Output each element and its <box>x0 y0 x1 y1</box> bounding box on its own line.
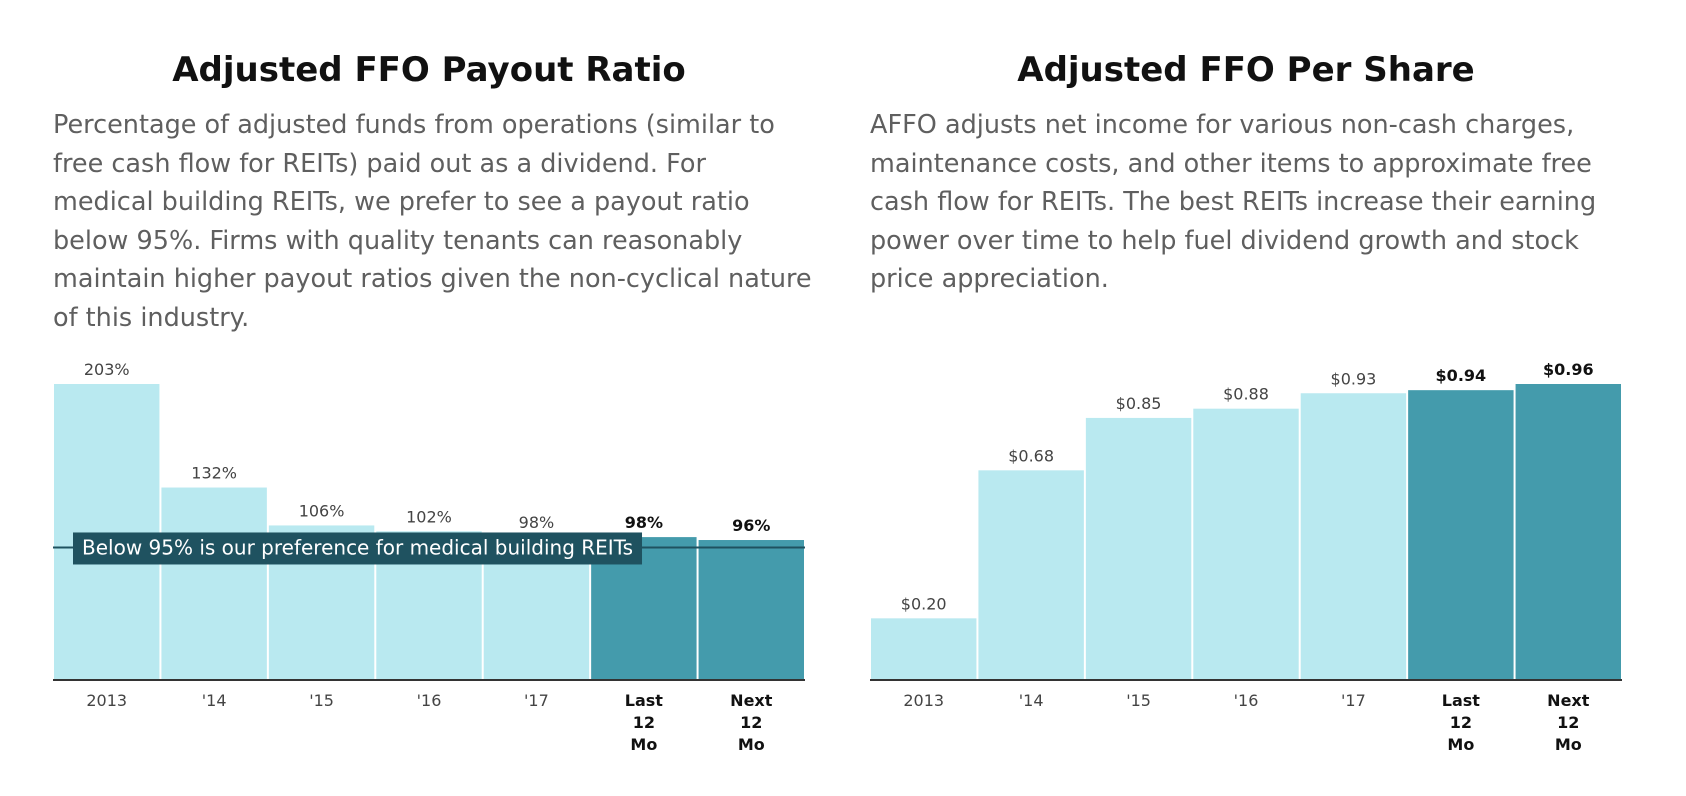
payout-value-label: 96% <box>732 516 770 535</box>
payout-value-label: 203% <box>84 360 130 379</box>
payout-reference-label: Below 95% is our preference for medical … <box>73 532 643 565</box>
payout-tick-label: Mo <box>630 735 657 754</box>
ffo-tick-label: Next <box>1547 691 1590 710</box>
left-chart-description: Percentage of adjusted funds from operat… <box>53 110 812 333</box>
ffo-tick-label: '14 <box>1019 691 1044 710</box>
right-chart-description: AFFO adjusts net income for various non-… <box>870 110 1597 294</box>
ffo-value-label: $0.93 <box>1331 369 1377 388</box>
payout-value-label: 102% <box>406 507 452 526</box>
payout-tick-label: 2013 <box>86 691 127 710</box>
payout-value-label: 98% <box>519 513 555 532</box>
ffo-bar <box>978 470 1084 680</box>
payout-bar <box>161 487 267 680</box>
ffo-bar <box>1515 384 1621 680</box>
left-chart-title: Adjusted FFO Payout Ratio <box>172 50 686 90</box>
payout-tick-label: 12 <box>633 713 655 732</box>
ffo-per-share-chart: $0.20 2013 $0.68 '14 $0.85 '15 $0.88 '16 $0.93 '1… <box>870 360 1622 754</box>
ffo-value-label: $0.85 <box>1116 394 1162 413</box>
payout-tick-label: 12 <box>740 713 762 732</box>
payout-value-label: 98% <box>625 513 663 532</box>
ffo-tick-label: 12 <box>1557 713 1579 732</box>
ffo-value-label: $0.20 <box>901 594 947 613</box>
left-panel: Adjusted FFO Payout Ratio Percentage of … <box>53 0 813 796</box>
ffo-value-label: $0.88 <box>1223 385 1269 404</box>
payout-tick-label: '14 <box>202 691 227 710</box>
ffo-value-label: $0.96 <box>1543 360 1594 379</box>
ffo-tick-label: Mo <box>1555 735 1582 754</box>
ffo-tick-label: '15 <box>1126 691 1151 710</box>
payout-tick-label: '15 <box>309 691 334 710</box>
payout-bar <box>54 384 160 680</box>
payout-value-label: 106% <box>299 501 345 520</box>
ffo-bar <box>1085 417 1192 680</box>
payout-reference-text: Below 95% is our preference for medical … <box>82 535 633 559</box>
payout-bar <box>698 540 804 680</box>
payout-tick-label: Next <box>730 691 773 710</box>
right-chart-title: Adjusted FFO Per Share <box>1017 50 1475 90</box>
payout-value-label: 132% <box>191 464 237 483</box>
ffo-tick-label: 2013 <box>903 691 944 710</box>
payout-ratio-chart: 203% 2013 132% '14 106% '15 102% '16 98% '17 98% La… <box>53 360 805 754</box>
ffo-tick-label: '17 <box>1341 691 1366 710</box>
payout-reference-box <box>73 532 643 565</box>
ffo-bar <box>1193 408 1299 680</box>
ffo-bar <box>1408 390 1514 680</box>
ffo-tick-label: Last <box>1442 691 1481 710</box>
ffo-tick-label: Mo <box>1447 735 1474 754</box>
payout-tick-label: '17 <box>524 691 549 710</box>
ffo-tick-label: 12 <box>1450 713 1472 732</box>
ffo-tick-label: '16 <box>1234 691 1259 710</box>
payout-tick-label: Last <box>625 691 664 710</box>
ffo-bar <box>871 618 977 680</box>
ffo-value-label: $0.68 <box>1008 446 1054 465</box>
payout-tick-label: Mo <box>738 735 765 754</box>
right-panel: Adjusted FFO Per Share AFFO adjusts net … <box>870 0 1630 796</box>
ffo-bar <box>1300 393 1407 680</box>
ffo-value-label: $0.94 <box>1436 366 1487 385</box>
payout-tick-label: '16 <box>417 691 442 710</box>
